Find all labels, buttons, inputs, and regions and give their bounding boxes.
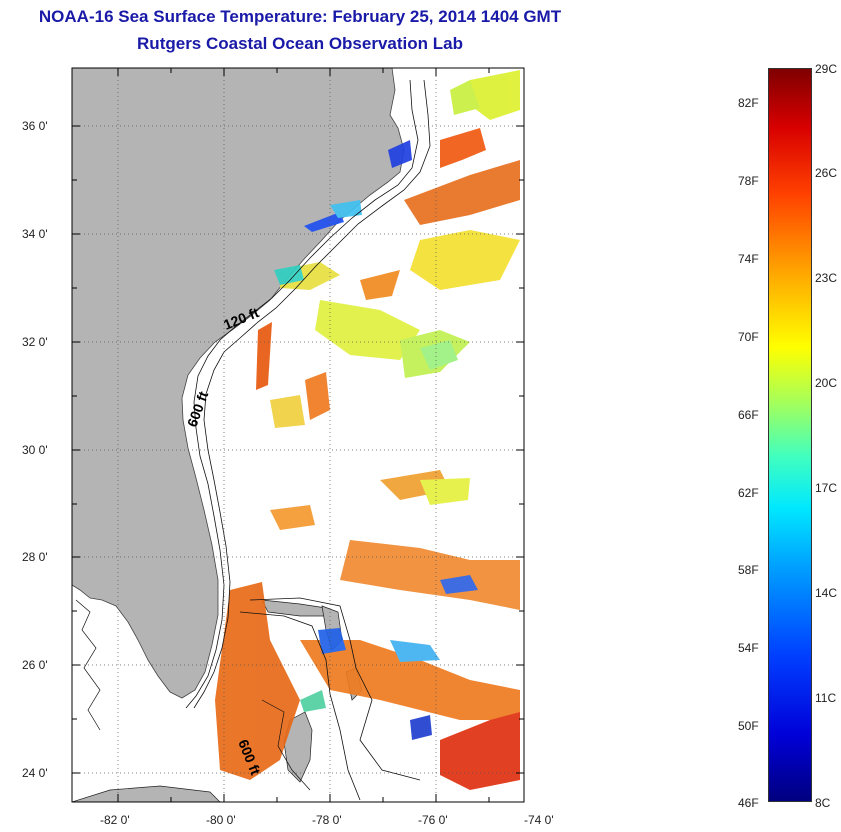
- colorbar-f-label: 54F: [738, 641, 759, 655]
- lat-tick-label: 28 0': [22, 550, 48, 564]
- tick-marks: [72, 68, 524, 802]
- lon-tick-label: -80 0': [206, 813, 236, 827]
- colorbar-c-label: 8C: [815, 796, 831, 810]
- colorbar-f-label: 62F: [738, 486, 759, 500]
- grid-lines: [72, 68, 524, 802]
- colorbar-c-label: 11C: [815, 691, 837, 705]
- colorbar-f-label: 58F: [738, 563, 759, 577]
- colorbar-c-label: 23C: [815, 271, 838, 285]
- lat-tick-label: 36 0': [22, 119, 48, 133]
- lat-tick-label: 24 0': [22, 766, 48, 780]
- colorbar-f-label: 66F: [738, 408, 759, 422]
- colorbar-f-label: 74F: [738, 252, 759, 266]
- colorbar-f-label: 78F: [738, 174, 759, 188]
- land-cuba-edge: [72, 785, 221, 802]
- lat-tick-label: 30 0': [22, 443, 48, 457]
- map-title: NOAA-16 Sea Surface Temperature: Februar…: [38, 7, 562, 26]
- colorbar-c-label: 29C: [815, 62, 838, 76]
- lat-tick-label: 32 0': [22, 335, 48, 349]
- lon-tick-label: -82 0': [100, 813, 130, 827]
- lon-tick-label: -74 0': [524, 813, 554, 827]
- colorbar-c-label: 17C: [815, 481, 838, 495]
- sst-data-layer: [215, 70, 520, 790]
- colorbar-f-label: 50F: [738, 719, 759, 733]
- lat-tick-label: 26 0': [22, 658, 48, 672]
- colorbar-f-label: 70F: [738, 330, 759, 344]
- colorbar-f-label: 46F: [738, 796, 759, 810]
- map-subtitle: Rutgers Coastal Ocean Observation Lab: [137, 34, 463, 53]
- lon-tick-label: -76 0': [418, 813, 448, 827]
- colorbar-c-label: 20C: [815, 376, 838, 390]
- map-frame: [71, 67, 525, 803]
- colorbar-f-label: 82F: [738, 96, 759, 110]
- lon-tick-label: -78 0': [312, 813, 342, 827]
- temperature-colorbar: [768, 68, 812, 802]
- lat-tick-label: 34 0': [22, 227, 48, 241]
- colorbar-c-label: 14C: [815, 586, 838, 600]
- colorbar-c-label: 26C: [815, 166, 838, 180]
- land-bahamas-andros: [283, 711, 313, 783]
